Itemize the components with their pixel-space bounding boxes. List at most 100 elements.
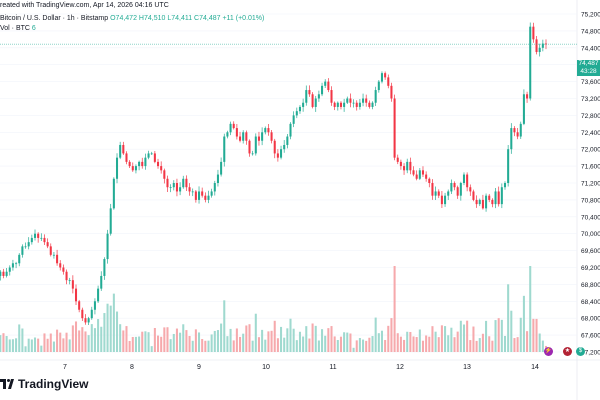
volume-bar	[239, 336, 242, 352]
candle-body	[270, 132, 273, 141]
symbol-title: Bitcoin / U.S. Dollar · 1h · Bitstamp	[0, 15, 109, 22]
volume-bar	[210, 334, 213, 352]
price-tick-label: 68,800	[581, 282, 600, 289]
price-tick-label: 72,000	[581, 147, 600, 154]
candle-body	[43, 237, 46, 243]
volume-bar	[191, 340, 194, 352]
volume-bar	[40, 345, 43, 352]
volume-bar	[169, 339, 172, 352]
volume-bar	[0, 335, 2, 352]
volume-bar	[406, 331, 409, 352]
volume-bar	[43, 333, 46, 352]
volume-bar	[456, 331, 459, 352]
price-tick-label: 72,400	[581, 130, 600, 137]
volume-bar	[245, 325, 248, 352]
candle-body	[469, 187, 472, 192]
volume-bar	[462, 324, 466, 352]
volume-bar	[254, 313, 257, 352]
candle-body	[522, 94, 525, 124]
volume-bar	[403, 339, 406, 352]
volume-bar	[365, 340, 368, 352]
volume-bar	[450, 327, 453, 352]
candle-body	[519, 123, 522, 137]
candle-body	[223, 136, 226, 162]
volume-bar	[207, 340, 210, 352]
volume-bar	[141, 331, 144, 352]
volume-bar	[526, 331, 529, 352]
time-tick-label: 10	[262, 364, 270, 371]
volume-bar	[374, 317, 377, 352]
volume-bar	[213, 330, 216, 352]
volume-bar	[138, 336, 141, 352]
volume-bar	[390, 318, 393, 352]
candle-body	[362, 98, 365, 103]
volume-bar	[485, 320, 488, 352]
volume-bar	[428, 336, 431, 352]
logo-text: TradingView	[18, 377, 89, 391]
volume-bar	[100, 326, 103, 352]
volume-bar	[37, 338, 40, 352]
volume-bar	[62, 338, 65, 352]
time-axis[interactable]: 7 8 9 10 11 12 13 14	[63, 364, 539, 371]
volume-bar	[216, 330, 219, 352]
volume-bars	[0, 266, 548, 352]
volume-bar	[273, 320, 276, 352]
candle-body	[440, 195, 443, 205]
candle-body	[384, 73, 387, 78]
candle-body	[182, 178, 185, 188]
volume-bar	[346, 332, 349, 352]
price-tick-label: 69,200	[581, 265, 600, 272]
candle-body	[144, 157, 147, 167]
bar-countdown: 43:28	[580, 68, 597, 75]
volume-bar	[84, 331, 87, 352]
volume-bar	[194, 329, 197, 352]
volume-bar	[81, 327, 84, 352]
volume-bar	[459, 320, 462, 352]
volume-bar	[103, 313, 106, 352]
candle-body	[84, 318, 87, 323]
volume-bar	[106, 303, 109, 352]
volume-bar	[298, 331, 301, 352]
last-price-tag: 74,487 43:28	[577, 60, 600, 76]
volume-bar	[56, 329, 59, 352]
candle-body	[245, 132, 248, 141]
candle-body	[194, 191, 197, 200]
volume-bar	[362, 339, 365, 352]
volume-bar	[163, 327, 166, 352]
volume-bar	[198, 332, 201, 352]
volume-bar	[201, 338, 204, 352]
candle-body	[273, 140, 276, 154]
price-tick-label: 70,000	[581, 231, 600, 238]
time-tick-label: 14	[531, 364, 539, 371]
volume-bar	[52, 341, 55, 352]
candle-body	[481, 199, 484, 209]
last-price-value: 74,487	[578, 60, 599, 67]
volume-bar	[384, 339, 387, 352]
candle-body	[327, 81, 330, 91]
candle-body	[37, 233, 40, 238]
tradingview-logo-icon	[0, 379, 14, 389]
candle-body	[62, 267, 65, 272]
price-tick-label: 71,200	[581, 181, 600, 188]
candle-body	[352, 102, 355, 104]
candle-body	[289, 123, 292, 137]
volume-label: Vol · BTC	[0, 25, 30, 32]
volume-bar	[368, 337, 371, 352]
candle-body	[5, 271, 8, 276]
candle-body	[33, 233, 37, 238]
volume-bar	[377, 333, 380, 352]
candle-body	[229, 123, 232, 133]
volume-bar	[74, 321, 78, 352]
event-flag-icon[interactable]: ⚡	[544, 347, 553, 356]
candle-body	[324, 81, 327, 86]
volume-bar	[472, 326, 475, 352]
candle-body	[503, 183, 507, 188]
dividend-icon[interactable]: $	[576, 347, 585, 356]
candle-body	[204, 195, 207, 200]
tradingview-logo[interactable]: TradingView	[0, 376, 88, 392]
volume-bar	[122, 330, 125, 352]
volume-bar	[30, 339, 33, 352]
candle-body	[267, 128, 270, 133]
us-flag-icon[interactable]: ★	[563, 347, 572, 356]
